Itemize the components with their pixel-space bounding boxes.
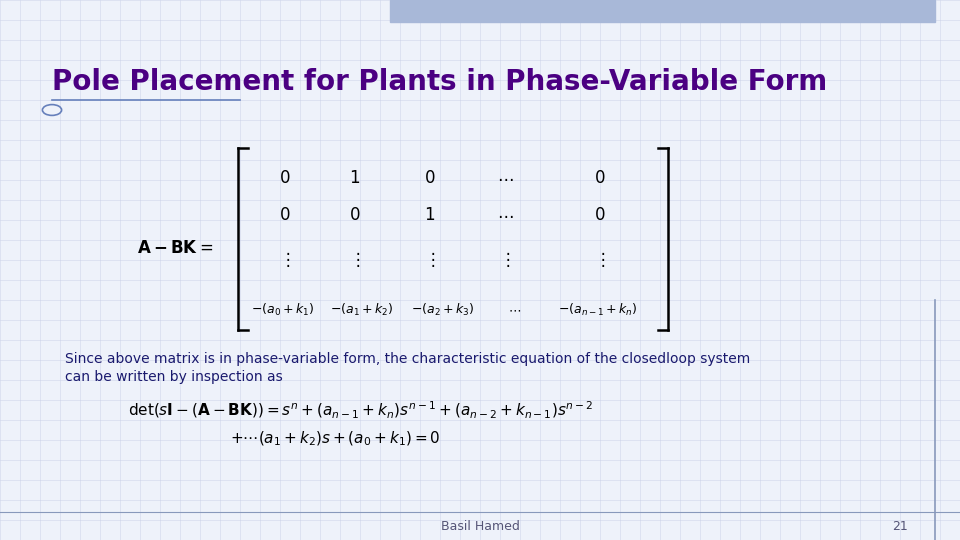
Text: Since above matrix is in phase-variable form, the characteristic equation of the: Since above matrix is in phase-variable … — [65, 352, 751, 366]
Text: 21: 21 — [892, 519, 908, 532]
Text: $+\cdots(a_1+k_2)s+(a_0+k_1)=0$: $+\cdots(a_1+k_2)s+(a_0+k_1)=0$ — [230, 430, 441, 448]
Text: $\mathbf{A-BK} = $: $\mathbf{A-BK} = $ — [137, 239, 213, 257]
Text: $\vdots$: $\vdots$ — [349, 251, 361, 269]
Text: $\vdots$: $\vdots$ — [594, 251, 606, 269]
Text: $0$: $0$ — [424, 169, 436, 187]
Text: $\cdots$: $\cdots$ — [496, 206, 514, 224]
Text: $\cdots$: $\cdots$ — [496, 169, 514, 187]
Text: $-(a_2+k_3)$: $-(a_2+k_3)$ — [412, 302, 474, 318]
Text: $\vdots$: $\vdots$ — [499, 251, 511, 269]
Text: $0$: $0$ — [594, 169, 606, 187]
Text: Pole Placement for Plants in Phase-Variable Form: Pole Placement for Plants in Phase-Varia… — [52, 68, 828, 96]
Text: $\mathrm{det}(s\mathbf{I}-(\mathbf{A}-\mathbf{BK}))=s^n+(a_{n-1}+k_n)s^{n-1}+(a_: $\mathrm{det}(s\mathbf{I}-(\mathbf{A}-\m… — [128, 400, 593, 421]
Text: $0$: $0$ — [279, 169, 291, 187]
Text: $0$: $0$ — [279, 206, 291, 224]
Bar — [390, 0, 935, 22]
Text: Basil Hamed: Basil Hamed — [441, 519, 519, 532]
Text: $-(a_0+k_1)$: $-(a_0+k_1)$ — [252, 302, 315, 318]
Text: $1$: $1$ — [424, 206, 436, 224]
Text: $0$: $0$ — [349, 206, 361, 224]
Text: $1$: $1$ — [349, 169, 361, 187]
Text: $0$: $0$ — [594, 206, 606, 224]
Text: $-(a_{n-1}+k_n)$: $-(a_{n-1}+k_n)$ — [559, 302, 637, 318]
Text: $\vdots$: $\vdots$ — [424, 251, 436, 269]
Text: $\cdots$: $\cdots$ — [509, 303, 521, 316]
Text: $\vdots$: $\vdots$ — [279, 251, 291, 269]
Text: $-(a_1+k_2)$: $-(a_1+k_2)$ — [330, 302, 394, 318]
Text: can be written by inspection as: can be written by inspection as — [65, 370, 283, 384]
